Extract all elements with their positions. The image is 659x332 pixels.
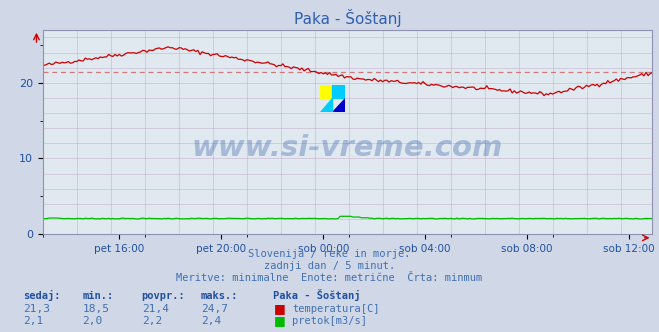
Text: zadnji dan / 5 minut.: zadnji dan / 5 minut. bbox=[264, 261, 395, 271]
Text: 2,1: 2,1 bbox=[23, 316, 43, 326]
Text: sedaj:: sedaj: bbox=[23, 290, 61, 301]
Text: maks.:: maks.: bbox=[201, 291, 239, 301]
Text: ■: ■ bbox=[273, 302, 285, 315]
Polygon shape bbox=[320, 85, 332, 98]
Text: www.si-vreme.com: www.si-vreme.com bbox=[192, 134, 503, 162]
Text: povpr.:: povpr.: bbox=[142, 291, 185, 301]
Polygon shape bbox=[320, 98, 332, 112]
Text: min.:: min.: bbox=[82, 291, 113, 301]
Text: 21,4: 21,4 bbox=[142, 304, 169, 314]
Polygon shape bbox=[332, 98, 345, 112]
Text: Paka - Šoštanj: Paka - Šoštanj bbox=[273, 289, 361, 301]
Text: temperatura[C]: temperatura[C] bbox=[292, 304, 380, 314]
Text: 24,7: 24,7 bbox=[201, 304, 228, 314]
Text: 21,3: 21,3 bbox=[23, 304, 50, 314]
Text: 2,2: 2,2 bbox=[142, 316, 162, 326]
Title: Paka - Šoštanj: Paka - Šoštanj bbox=[294, 9, 401, 27]
Text: 2,4: 2,4 bbox=[201, 316, 221, 326]
Text: 18,5: 18,5 bbox=[82, 304, 109, 314]
Text: Meritve: minimalne  Enote: metrične  Črta: minmum: Meritve: minimalne Enote: metrične Črta:… bbox=[177, 273, 482, 283]
Text: ■: ■ bbox=[273, 314, 285, 327]
Text: Slovenija / reke in morje.: Slovenija / reke in morje. bbox=[248, 249, 411, 259]
Text: 2,0: 2,0 bbox=[82, 316, 103, 326]
Polygon shape bbox=[332, 85, 345, 98]
Text: pretok[m3/s]: pretok[m3/s] bbox=[292, 316, 367, 326]
